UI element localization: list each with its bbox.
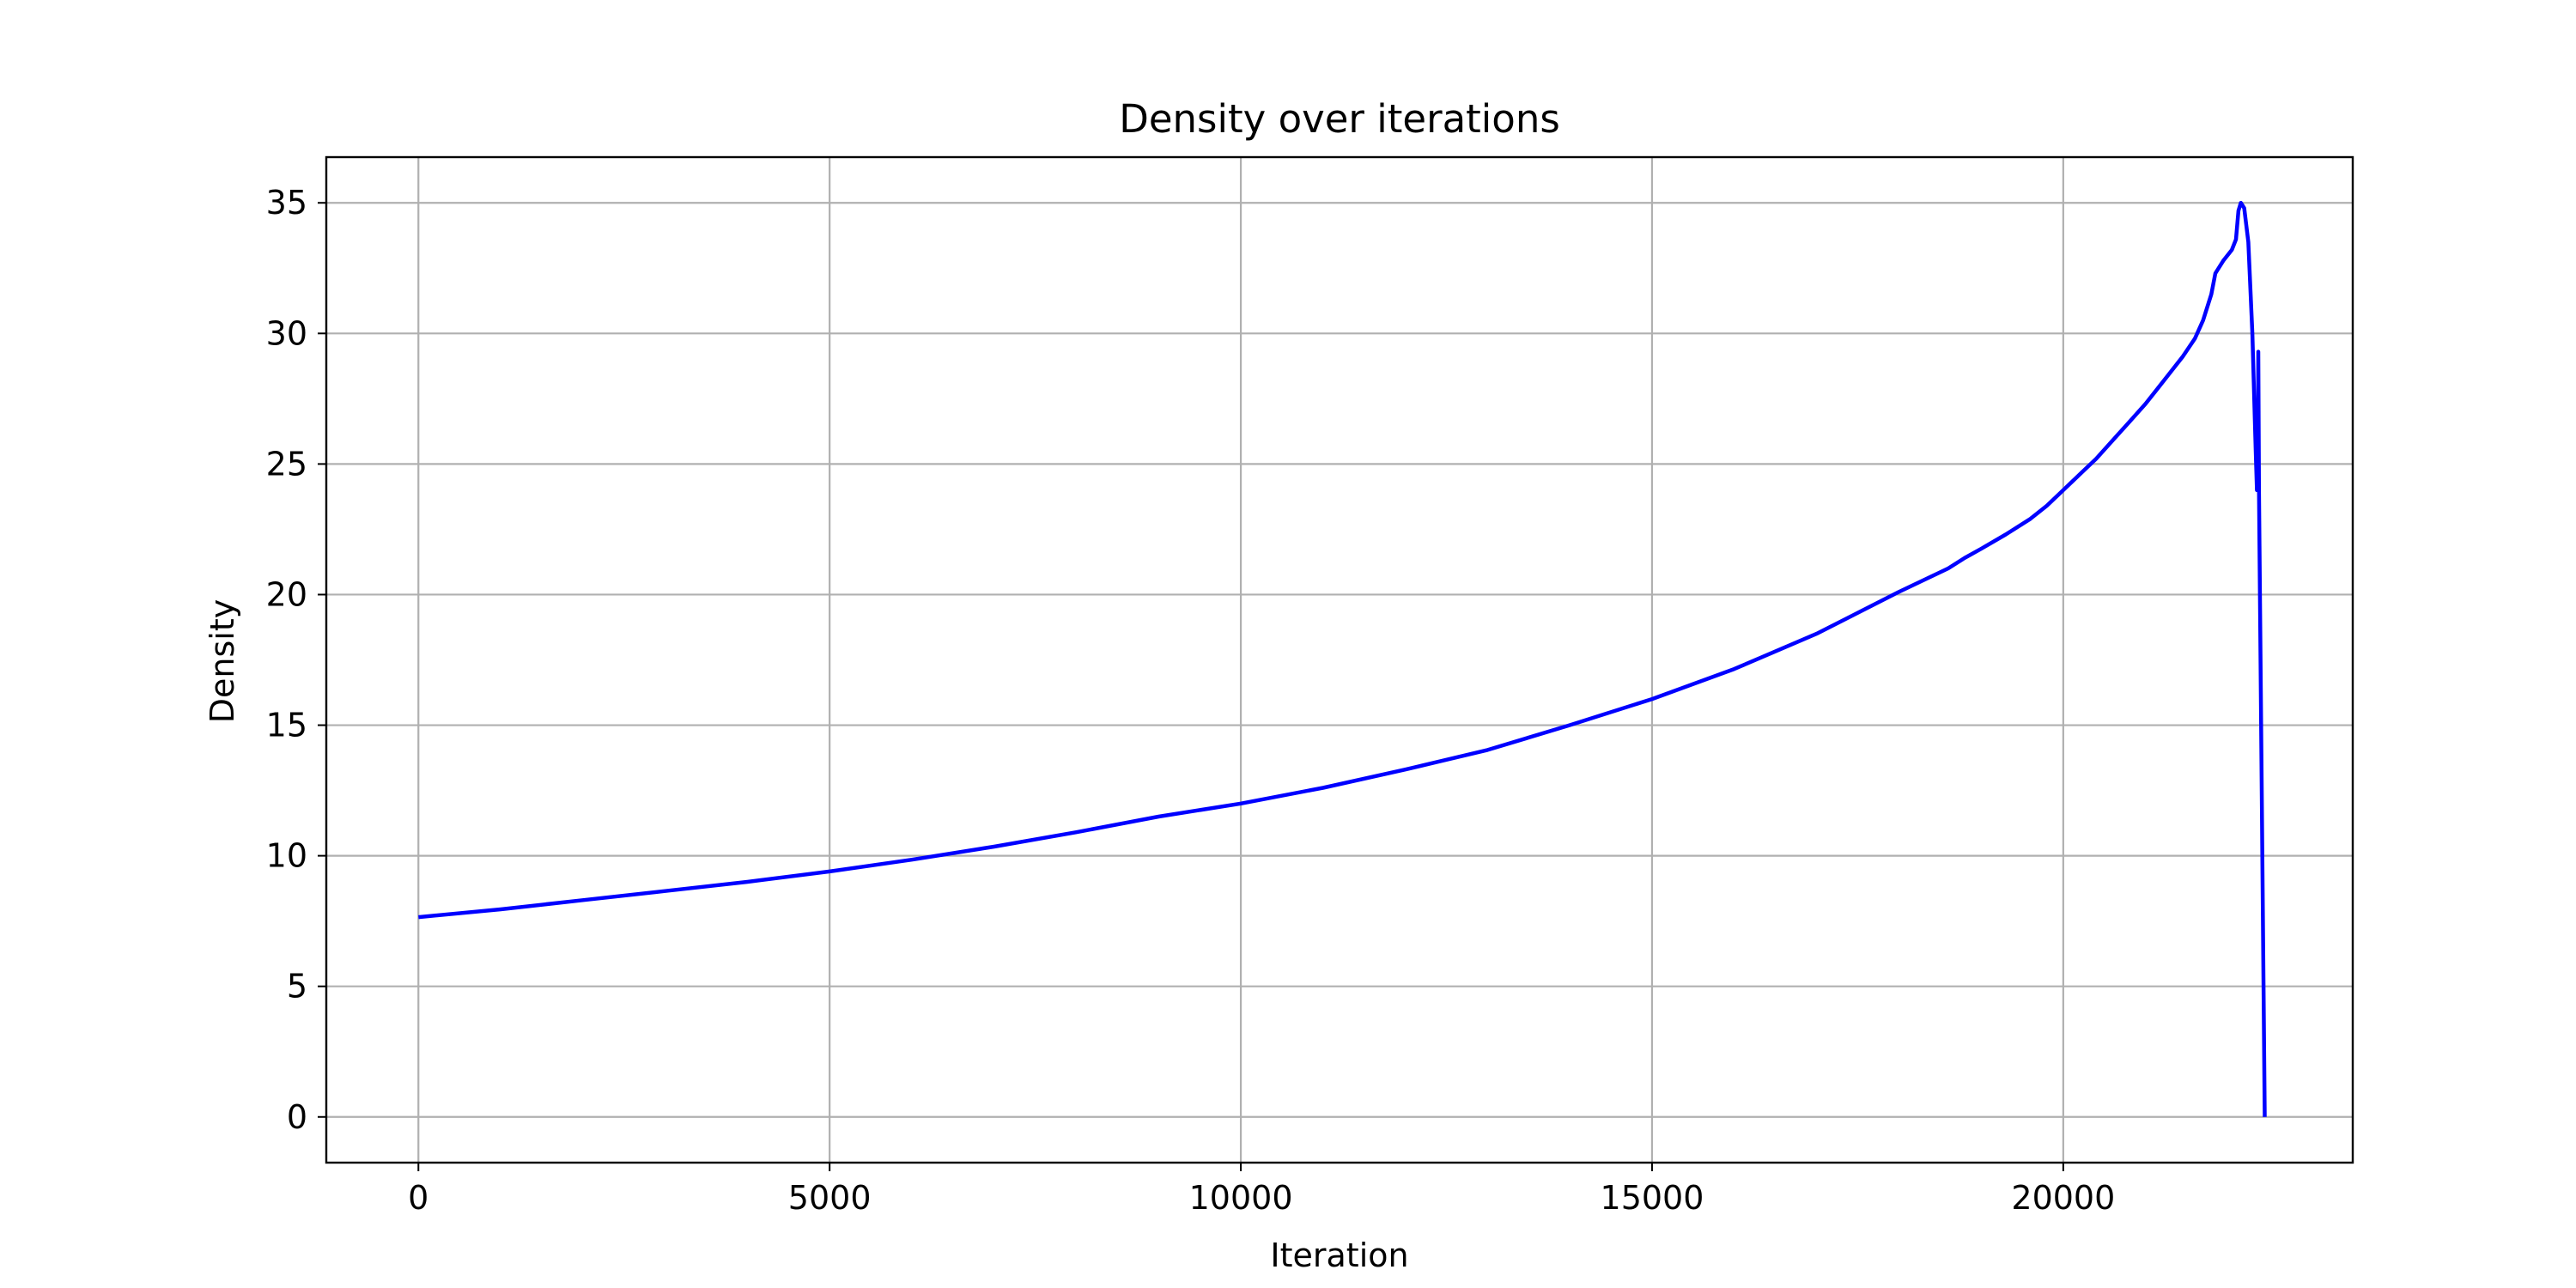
- x-tick-label: 15000: [1601, 1179, 1704, 1217]
- y-tick-label: 25: [266, 445, 307, 483]
- x-tick-label: 0: [408, 1179, 428, 1217]
- x-axis-label: Iteration: [1270, 1236, 1408, 1274]
- axes-ticks: 0 5000 10000 15000 20000 0 5 10 15 20 25 30 35: [266, 184, 2116, 1217]
- chart-title: Density over iterations: [1119, 96, 1560, 142]
- x-tick-label: 10000: [1189, 1179, 1293, 1217]
- y-tick-label: 15: [266, 707, 307, 744]
- density-series-line: [418, 200, 2267, 1117]
- x-tick-label: 5000: [788, 1179, 872, 1217]
- y-tick-label: 0: [287, 1098, 307, 1136]
- y-tick-label: 20: [266, 575, 307, 613]
- y-axis-label: Density: [204, 599, 241, 723]
- y-tick-label: 35: [266, 184, 307, 222]
- y-tick-label: 10: [266, 837, 307, 875]
- y-tick-label: 30: [266, 314, 307, 352]
- grid: [326, 157, 2353, 1163]
- series-layer: [418, 200, 2267, 1117]
- y-tick-label: 5: [287, 968, 307, 1005]
- x-tick-label: 20000: [2011, 1179, 2115, 1217]
- plot-area-frame: [325, 155, 2354, 1164]
